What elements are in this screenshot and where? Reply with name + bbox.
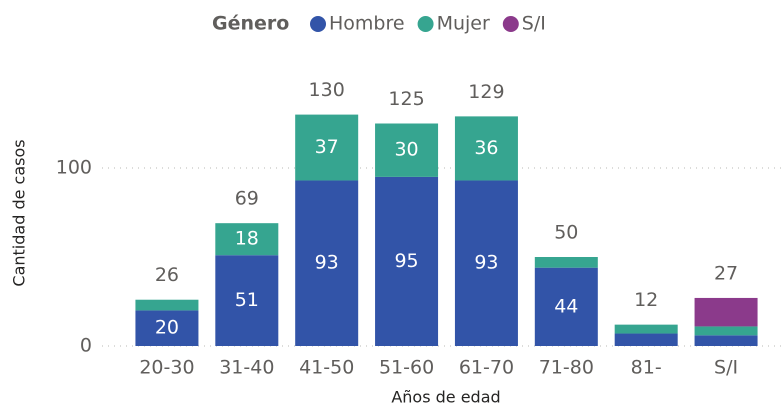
bar-segment: [215, 223, 279, 256]
bar-segment: [375, 123, 439, 177]
total-label: 69: [235, 188, 259, 210]
bar-segment: [135, 310, 199, 346]
y-axis-title: Cantidad de casos: [10, 139, 29, 286]
legend-label: S/I: [522, 13, 546, 35]
x-tick-label: 81-: [631, 357, 662, 379]
legend-swatch: [417, 16, 434, 32]
bar-segment: [614, 333, 678, 346]
data-label: 37: [315, 136, 339, 158]
bar-segment: [614, 324, 678, 334]
data-label: 36: [474, 137, 498, 159]
bar-segment: [694, 297, 758, 327]
x-tick-label: 51-60: [379, 357, 434, 379]
legend-title: Género: [212, 13, 289, 35]
total-label: 50: [554, 222, 578, 244]
bar-segment: [694, 326, 758, 336]
data-label: 51: [235, 289, 259, 311]
legend-swatch: [502, 16, 519, 32]
legend-label: Mujer: [437, 13, 490, 35]
x-tick-label: 31-40: [219, 357, 274, 379]
bar-segment: [295, 180, 359, 346]
data-label: 93: [474, 252, 498, 274]
data-label: 30: [394, 139, 418, 161]
data-label: 95: [394, 250, 418, 272]
bar-segment: [135, 299, 199, 311]
x-tick-label: S/I: [714, 357, 738, 379]
bar-segment: [375, 176, 439, 346]
bar-segment: [295, 114, 359, 181]
x-tick-label: 41-50: [299, 357, 354, 379]
bar-segment: [534, 257, 598, 268]
data-label: 20: [155, 317, 179, 339]
y-tick-label: 0: [80, 335, 92, 357]
bar-segment: [534, 267, 598, 346]
total-label: 26: [155, 264, 179, 286]
total-label: 129: [468, 81, 504, 103]
legend-label: Hombre: [329, 13, 405, 35]
x-axis-title: Años de edad: [391, 388, 500, 407]
bar-segment: [694, 335, 758, 346]
x-tick-label: 71-80: [539, 357, 594, 379]
bar-segment: [454, 116, 518, 181]
total-label: 27: [714, 262, 738, 284]
bar-segment: [215, 255, 279, 346]
x-tick-label: 61-70: [459, 357, 514, 379]
bar-segment: [454, 180, 518, 346]
legend-swatch: [310, 16, 326, 32]
x-tick-label: 20-30: [139, 357, 194, 379]
y-tick-label: 100: [56, 157, 92, 179]
total-label: 130: [309, 79, 345, 101]
data-label: 44: [554, 295, 578, 317]
total-label: 12: [634, 289, 658, 311]
data-label: 93: [315, 252, 339, 274]
data-label: 18: [235, 228, 259, 250]
total-label: 125: [388, 88, 424, 110]
